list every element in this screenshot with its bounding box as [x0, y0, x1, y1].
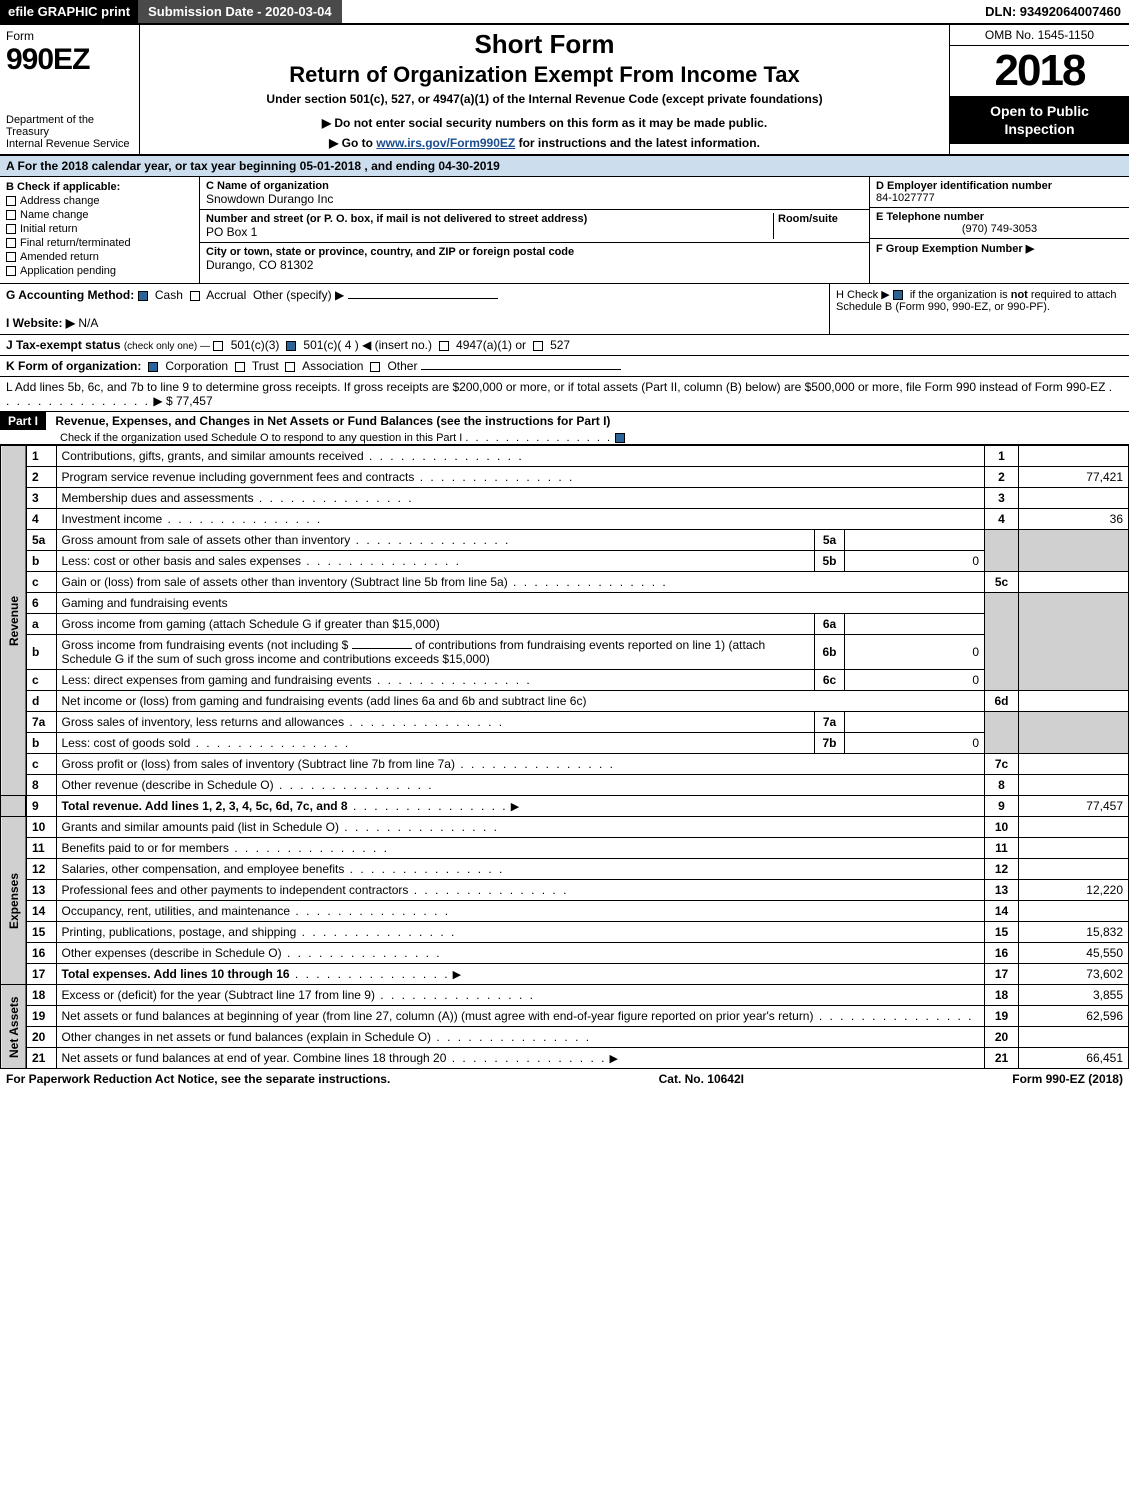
irs-label: Internal Revenue Service: [6, 138, 133, 150]
header-right: OMB No. 1545-1150 2018 Open to Public In…: [949, 25, 1129, 154]
chk-corp[interactable]: [148, 362, 158, 372]
chk-527[interactable]: [533, 341, 543, 351]
footer-right: Form 990-EZ (2018): [1012, 1072, 1123, 1086]
chk-final[interactable]: Final return/terminated: [6, 237, 193, 249]
box-h: H Check ▶ if the organization is not req…: [829, 284, 1129, 334]
tax-year: 2018: [950, 46, 1129, 96]
open-inspection: Open to Public Inspection: [950, 96, 1129, 144]
line-2-value: 77,421: [1019, 467, 1129, 488]
line-5b-value: 0: [845, 551, 985, 572]
dept-treasury: Department of the Treasury: [6, 114, 133, 138]
period-row: A For the 2018 calendar year, or tax yea…: [0, 156, 1129, 177]
line-16-value: 45,550: [1019, 943, 1129, 964]
line-5c-value: [1019, 572, 1129, 593]
ein: 84-1027777: [876, 192, 1123, 204]
line-18-value: 3,855: [1019, 985, 1129, 1006]
city-state-zip: Durango, CO 81302: [206, 258, 863, 272]
box-def: D Employer identification number 84-1027…: [869, 177, 1129, 283]
side-expenses: Expenses: [1, 817, 27, 985]
chk-schedule-b[interactable]: [893, 290, 903, 300]
line-13-value: 12,220: [1019, 880, 1129, 901]
line-11-value: [1019, 838, 1129, 859]
chk-501c3[interactable]: [213, 341, 223, 351]
chk-accrual[interactable]: [190, 291, 200, 301]
chk-initial[interactable]: Initial return: [6, 223, 193, 235]
chk-amended[interactable]: Amended return: [6, 251, 193, 263]
goto-text: ▶ Go to www.irs.gov/Form990EZ for instru…: [150, 136, 939, 150]
entity-block: B Check if applicable: Address change Na…: [0, 177, 1129, 284]
donot-text: ▶ Do not enter social security numbers o…: [150, 116, 939, 130]
footer-mid: Cat. No. 10642I: [659, 1072, 744, 1086]
website-value: N/A: [78, 316, 98, 330]
phone: (970) 749-3053: [876, 223, 1123, 235]
line-7a-value: [845, 712, 985, 733]
chk-address[interactable]: Address change: [6, 195, 193, 207]
form-header: Form 990EZ Department of the Treasury In…: [0, 25, 1129, 156]
box-g: G Accounting Method: Cash Accrual Other …: [0, 284, 829, 334]
line-7c-value: [1019, 754, 1129, 775]
line-3-value: [1019, 488, 1129, 509]
org-name: Snowdown Durango Inc: [206, 192, 863, 206]
dln-label: DLN: 93492064007460: [977, 0, 1129, 23]
omb-number: OMB No. 1545-1150: [950, 25, 1129, 46]
header-center: Short Form Return of Organization Exempt…: [140, 25, 949, 154]
footer-left: For Paperwork Reduction Act Notice, see …: [6, 1072, 390, 1086]
side-revenue: Revenue: [1, 446, 27, 796]
line-6b-value: 0: [845, 635, 985, 670]
box-k: K Form of organization: Corporation Trus…: [0, 356, 1129, 377]
period-end: 04-30-2019: [438, 159, 499, 173]
line-14-value: [1019, 901, 1129, 922]
part1-table: Revenue 1 Contributions, gifts, grants, …: [0, 445, 1129, 1069]
box-c: C Name of organization Snowdown Durango …: [200, 177, 869, 283]
form-number: 990EZ: [6, 43, 133, 77]
chk-4947[interactable]: [439, 341, 449, 351]
chk-501c[interactable]: [286, 341, 296, 351]
header-left: Form 990EZ Department of the Treasury In…: [0, 25, 140, 154]
line-7b-value: 0: [845, 733, 985, 754]
form-word: Form: [6, 29, 133, 43]
period-begin: 05-01-2018: [300, 159, 361, 173]
box-l: L Add lines 5b, 6c, and 7b to line 9 to …: [0, 377, 1129, 412]
line-4-value: 36: [1019, 509, 1129, 530]
line-10-value: [1019, 817, 1129, 838]
website-label: I Website: ▶: [6, 316, 75, 330]
part1-header: Part I Revenue, Expenses, and Changes in…: [0, 412, 1129, 445]
gross-receipts: $ 77,457: [166, 394, 213, 408]
efile-label[interactable]: efile GRAPHIC print: [0, 0, 138, 23]
line-17-value: 73,602: [1019, 964, 1129, 985]
chk-other-org[interactable]: [370, 362, 380, 372]
chk-name[interactable]: Name change: [6, 209, 193, 221]
line-19-value: 62,596: [1019, 1006, 1129, 1027]
gh-row: G Accounting Method: Cash Accrual Other …: [0, 284, 1129, 335]
line-15-value: 15,832: [1019, 922, 1129, 943]
chk-pending[interactable]: Application pending: [6, 265, 193, 277]
chk-cash[interactable]: [138, 291, 148, 301]
irs-link[interactable]: www.irs.gov/Form990EZ: [376, 136, 515, 150]
line-6a-value: [845, 614, 985, 635]
submission-date: Submission Date - 2020-03-04: [138, 0, 342, 23]
line-5a-value: [845, 530, 985, 551]
street: PO Box 1: [206, 225, 773, 239]
line-20-value: [1019, 1027, 1129, 1048]
side-netassets: Net Assets: [1, 985, 27, 1069]
line-12-value: [1019, 859, 1129, 880]
line-21-value: 66,451: [1019, 1048, 1129, 1069]
title-return: Return of Organization Exempt From Incom…: [150, 62, 939, 88]
chk-schedule-o[interactable]: [615, 433, 625, 443]
line-1-value: [1019, 446, 1129, 467]
page-footer: For Paperwork Reduction Act Notice, see …: [0, 1069, 1129, 1089]
box-b: B Check if applicable: Address change Na…: [0, 177, 200, 283]
line-6d-value: [1019, 691, 1129, 712]
box-j: J Tax-exempt status (check only one) — 5…: [0, 335, 1129, 356]
top-bar: efile GRAPHIC print Submission Date - 20…: [0, 0, 1129, 25]
line-6c-value: 0: [845, 670, 985, 691]
line-9-value: 77,457: [1019, 796, 1129, 817]
line-8-value: [1019, 775, 1129, 796]
title-short-form: Short Form: [150, 29, 939, 60]
chk-assoc[interactable]: [285, 362, 295, 372]
chk-trust[interactable]: [235, 362, 245, 372]
under-section: Under section 501(c), 527, or 4947(a)(1)…: [150, 92, 939, 106]
